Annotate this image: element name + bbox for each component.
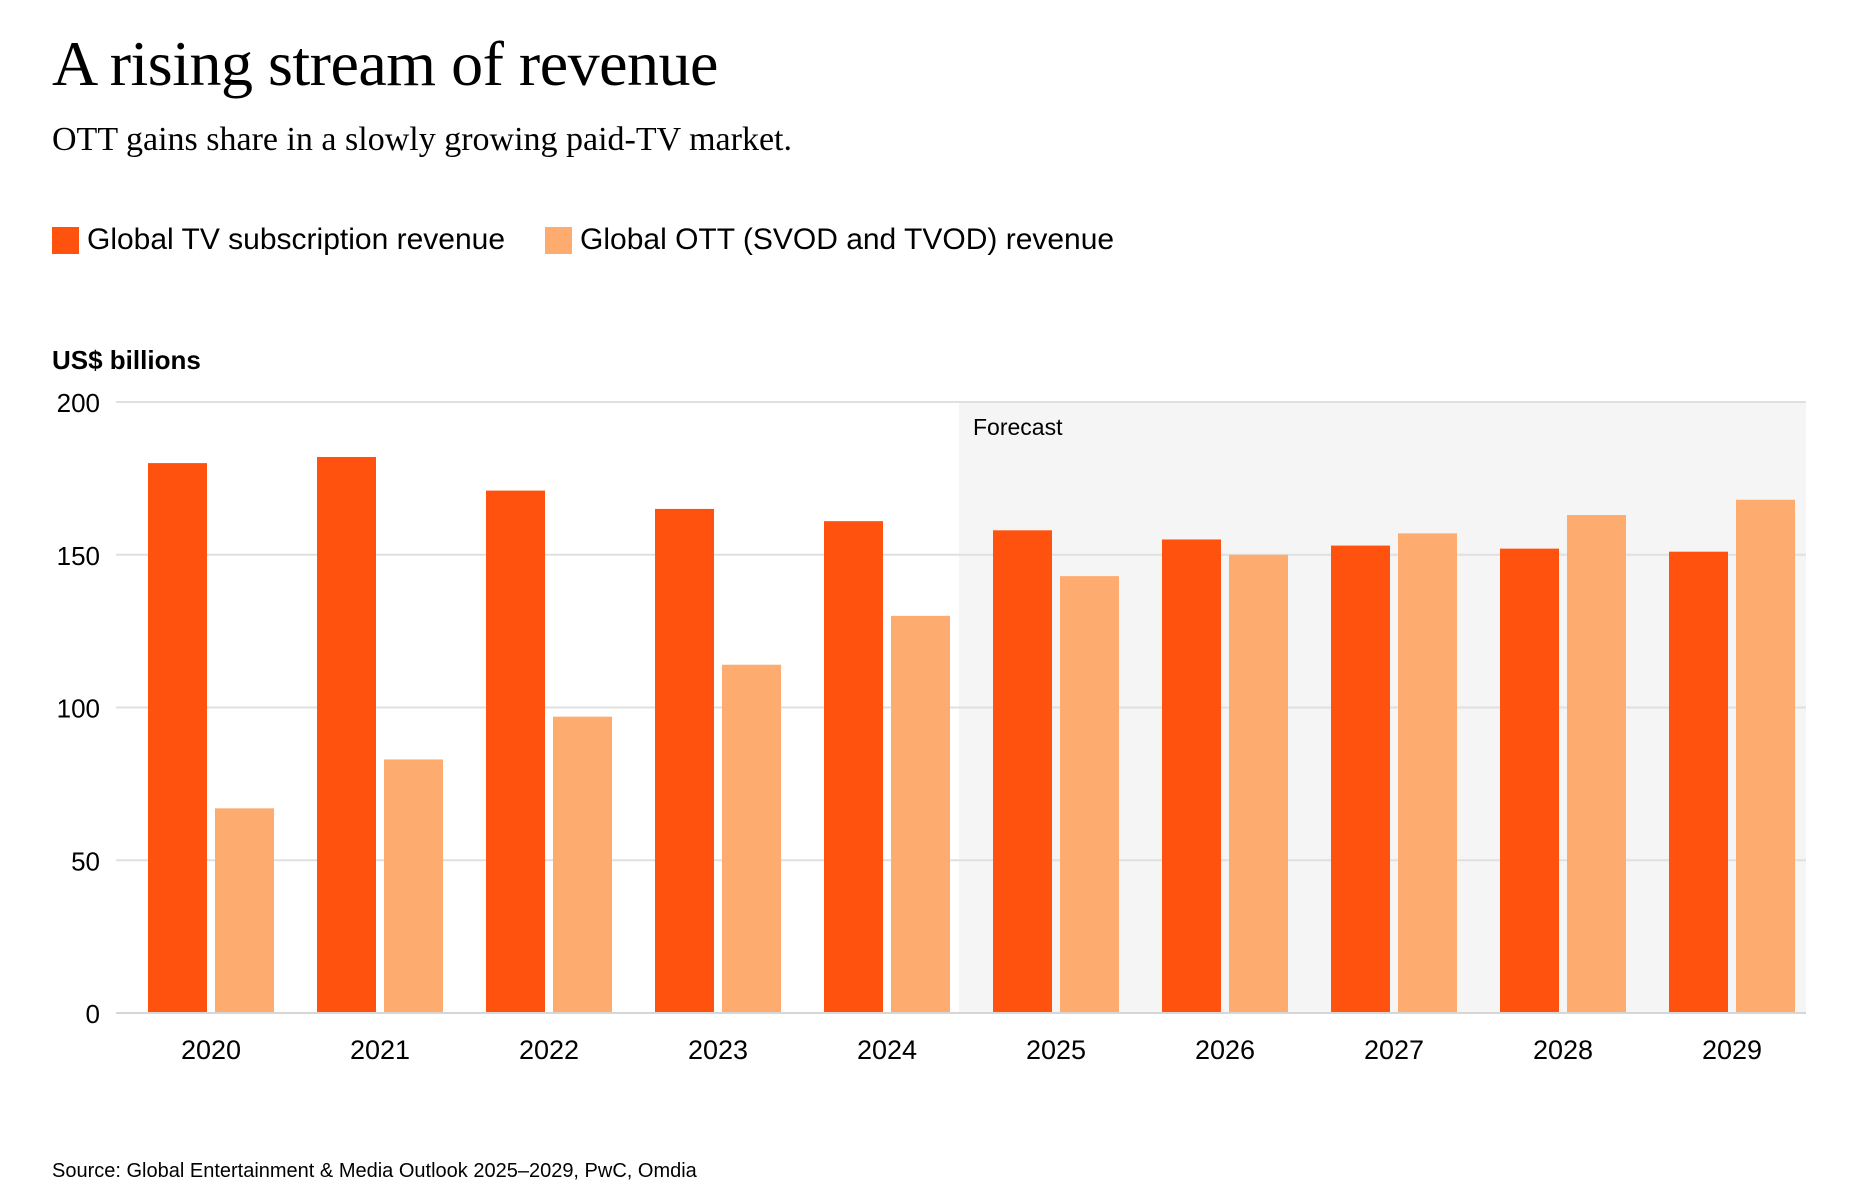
bar-ott (1060, 576, 1119, 1013)
bar-tv-subscription (655, 508, 714, 1013)
x-tick-label: 2021 (350, 1035, 410, 1065)
bar-ott (215, 808, 274, 1013)
bar-tv-subscription (317, 456, 376, 1013)
source-note: Source: Global Entertainment & Media Out… (52, 1160, 697, 1182)
bar-ott (722, 664, 781, 1013)
x-tick-label: 2029 (1702, 1035, 1762, 1065)
x-tick-label: 2022 (519, 1035, 579, 1065)
bar-tv-subscription (824, 521, 883, 1013)
bar-tv-subscription (1500, 548, 1559, 1013)
legend-swatch-ott (545, 226, 573, 254)
bar-tv-subscription (1669, 551, 1728, 1013)
x-tick-label: 2025 (1026, 1035, 1086, 1065)
y-axis-title: US$ billions (52, 345, 201, 375)
x-tick-label: 2020 (181, 1035, 241, 1065)
legend-label-tv: Global TV subscription revenue (87, 223, 506, 256)
bar-tv-subscription (486, 490, 545, 1014)
legend: Global TV subscription revenue Global OT… (52, 222, 1154, 258)
chart-title: A rising stream of revenue (52, 28, 718, 99)
legend-item-tv: Global TV subscription revenue (52, 222, 505, 258)
bar-ott (1736, 499, 1795, 1013)
y-tick-label: 100 (57, 694, 100, 724)
bar-ott (384, 759, 443, 1013)
bar-tv-subscription (148, 463, 207, 1014)
y-tick-label: 50 (71, 846, 100, 876)
x-tick-label: 2028 (1533, 1035, 1593, 1065)
y-tick-label: 150 (57, 541, 100, 571)
bar-ott (1398, 533, 1457, 1013)
chart-subtitle: OTT gains share in a slowly growing paid… (52, 121, 792, 158)
bar-ott (1567, 515, 1626, 1013)
forecast-label: Forecast (973, 414, 1063, 440)
legend-label-ott: Global OTT (SVOD and TVOD) revenue (580, 223, 1115, 256)
bar-ott (1229, 554, 1288, 1013)
legend-swatch-tv (52, 226, 79, 254)
bar-ott (891, 615, 950, 1013)
y-tick-label: 200 (57, 388, 100, 418)
bar-tv-subscription (993, 530, 1052, 1013)
x-tick-label: 2023 (688, 1035, 748, 1065)
bar-tv-subscription (1162, 539, 1221, 1013)
x-tick-label: 2024 (857, 1035, 917, 1065)
x-tick-label: 2026 (1195, 1035, 1255, 1065)
legend-item-ott: Global OTT (SVOD and TVOD) revenue (545, 222, 1114, 258)
bar-tv-subscription (1331, 545, 1390, 1013)
y-tick-label: 0 (86, 999, 100, 1029)
x-tick-label: 2027 (1364, 1035, 1424, 1065)
bar-ott (553, 716, 612, 1013)
